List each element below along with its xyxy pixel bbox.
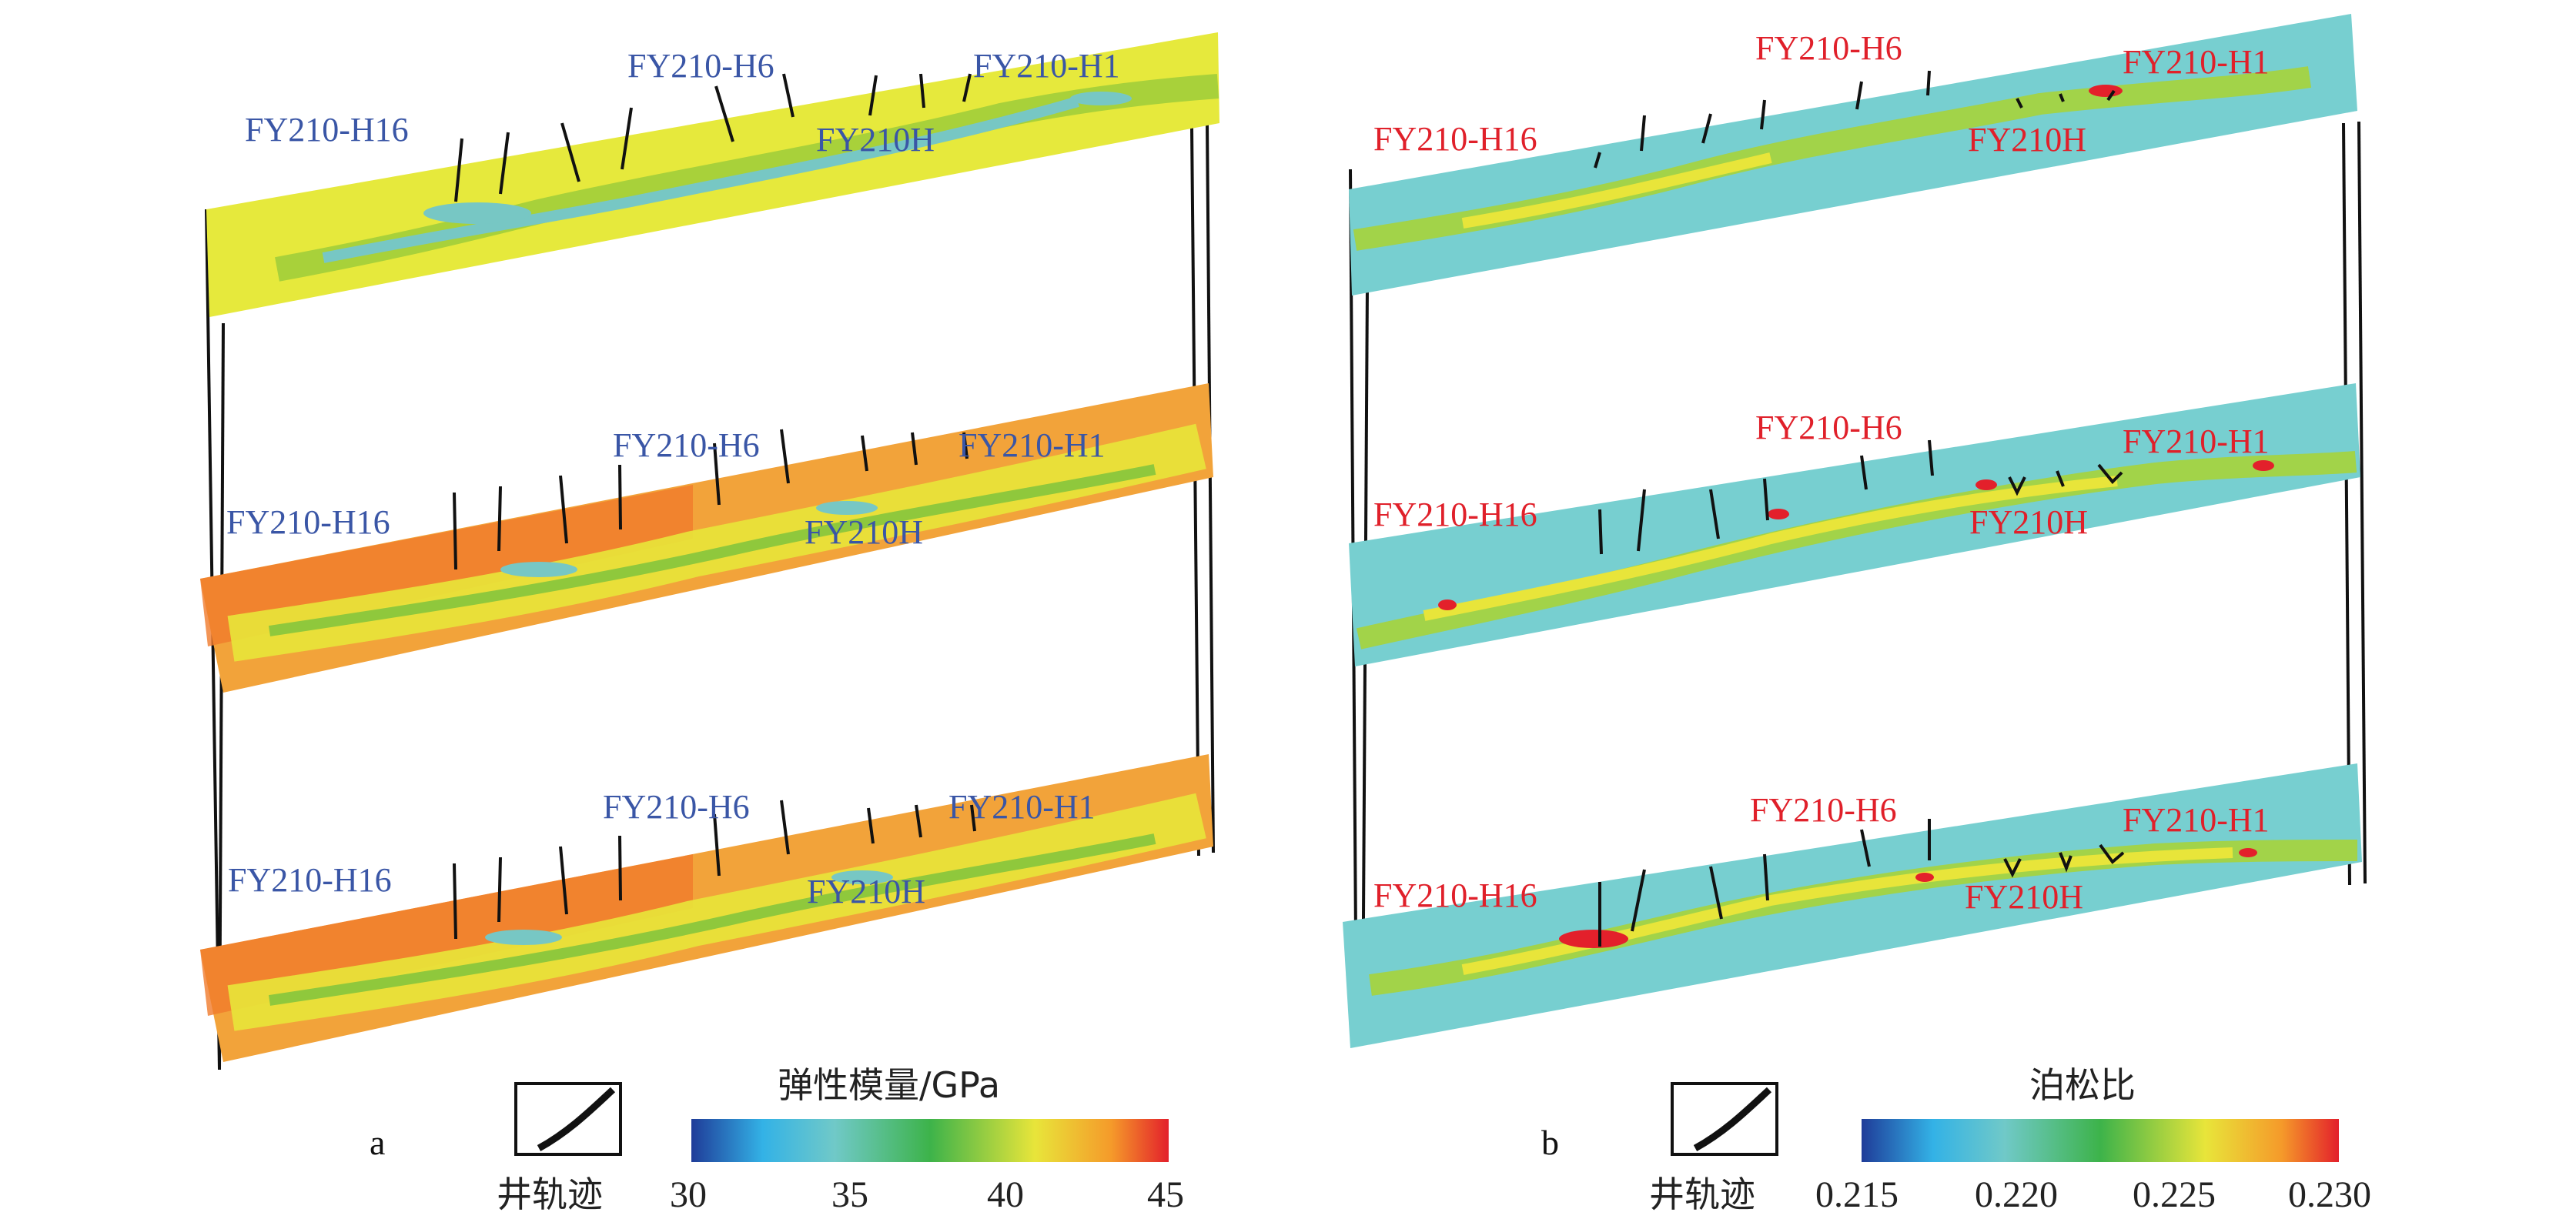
colorbar-tick: 35 [831, 1174, 868, 1215]
colorbar-title-a: 弹性模量/GPa [778, 1064, 1000, 1106]
slice-a-middle [200, 383, 1213, 693]
colorbar-tick: 30 [670, 1174, 707, 1215]
colorbar-tick: 0.215 [1815, 1174, 1899, 1215]
colorbar-tick: 0.220 [1975, 1174, 2058, 1215]
well-trajectory-icon [1671, 1082, 1778, 1156]
well-label-h: FY210H [1969, 503, 2088, 541]
panel-a: FY210-H16 FY210-H6 FY210H FY210-H1 FY210… [200, 32, 1219, 1215]
well-label-h6: FY210-H6 [613, 426, 760, 464]
well-labels-a-middle: FY210-H16 FY210-H6 FY210H FY210-H1 [226, 426, 1106, 551]
slice-a-bottom [200, 754, 1213, 1062]
panel-b: FY210-H16 FY210-H6 FY210H FY210-H1 FY210… [1343, 14, 2371, 1215]
colorbar-tick: 0.230 [2288, 1174, 2371, 1215]
well-label-h1: FY210-H1 [948, 788, 1096, 826]
well-label-h6: FY210-H6 [627, 47, 774, 85]
well-label-h1: FY210-H1 [958, 426, 1106, 464]
well-label-h6: FY210-H6 [603, 788, 750, 826]
well-label-h16: FY210-H16 [226, 503, 390, 541]
well-traces-b [1594, 70, 2125, 947]
well-label-h: FY210H [805, 513, 923, 551]
panel-letter-a: a [370, 1123, 385, 1162]
well-traces-a [453, 73, 976, 940]
well-label-h1: FY210-H1 [973, 47, 1120, 85]
slice-b-bottom [1343, 763, 2362, 1048]
well-label-h: FY210H [816, 121, 935, 159]
colorbar-tick: 40 [987, 1174, 1024, 1215]
well-label-h: FY210H [1968, 121, 2086, 159]
well-label-h: FY210H [807, 873, 925, 910]
colorbar-tick: 0.225 [2133, 1174, 2216, 1215]
slice-a-top [206, 32, 1219, 317]
well-label-h16: FY210-H16 [1373, 120, 1537, 158]
well-labels-b-top: FY210-H16 FY210-H6 FY210H FY210-H1 [1373, 29, 2270, 159]
well-label-h1: FY210-H1 [2123, 422, 2270, 460]
well-labels-a-top: FY210-H16 FY210-H6 FY210H FY210-H1 [245, 47, 1120, 159]
legend-label-a: 井轨迹 [497, 1174, 603, 1215]
well-labels-b-bottom: FY210-H16 FY210-H6 FY210H FY210-H1 [1373, 791, 2270, 916]
legend-label-b: 井轨迹 [1649, 1174, 1755, 1215]
well-label-h: FY210H [1965, 878, 2083, 916]
well-label-h1: FY210-H1 [2123, 43, 2270, 81]
slice-b-middle [1349, 383, 2360, 666]
well-label-h6: FY210-H6 [1755, 29, 1902, 67]
well-label-h16: FY210-H16 [1373, 877, 1537, 914]
panel-letter-b: b [1541, 1123, 1559, 1162]
well-label-h16: FY210-H16 [228, 861, 392, 899]
colorbar-tick: 45 [1147, 1174, 1184, 1215]
colorbar-a [691, 1119, 1169, 1162]
colorbar-title-b: 泊松比 [2029, 1064, 2136, 1106]
well-labels-a-bottom: FY210-H16 FY210-H6 FY210H FY210-H1 [228, 788, 1096, 910]
well-label-h16: FY210-H16 [245, 111, 409, 149]
slice-b-top [1349, 14, 2357, 296]
well-trajectory-icon [514, 1082, 622, 1156]
well-label-h6: FY210-H6 [1750, 791, 1897, 829]
well-label-h16: FY210-H16 [1373, 496, 1537, 533]
well-labels-b-middle: FY210-H16 FY210-H6 FY210H FY210-H1 [1373, 409, 2270, 541]
colorbar-b [1862, 1119, 2339, 1162]
well-label-h1: FY210-H1 [2123, 801, 2270, 839]
well-label-h6: FY210-H6 [1755, 409, 1902, 446]
